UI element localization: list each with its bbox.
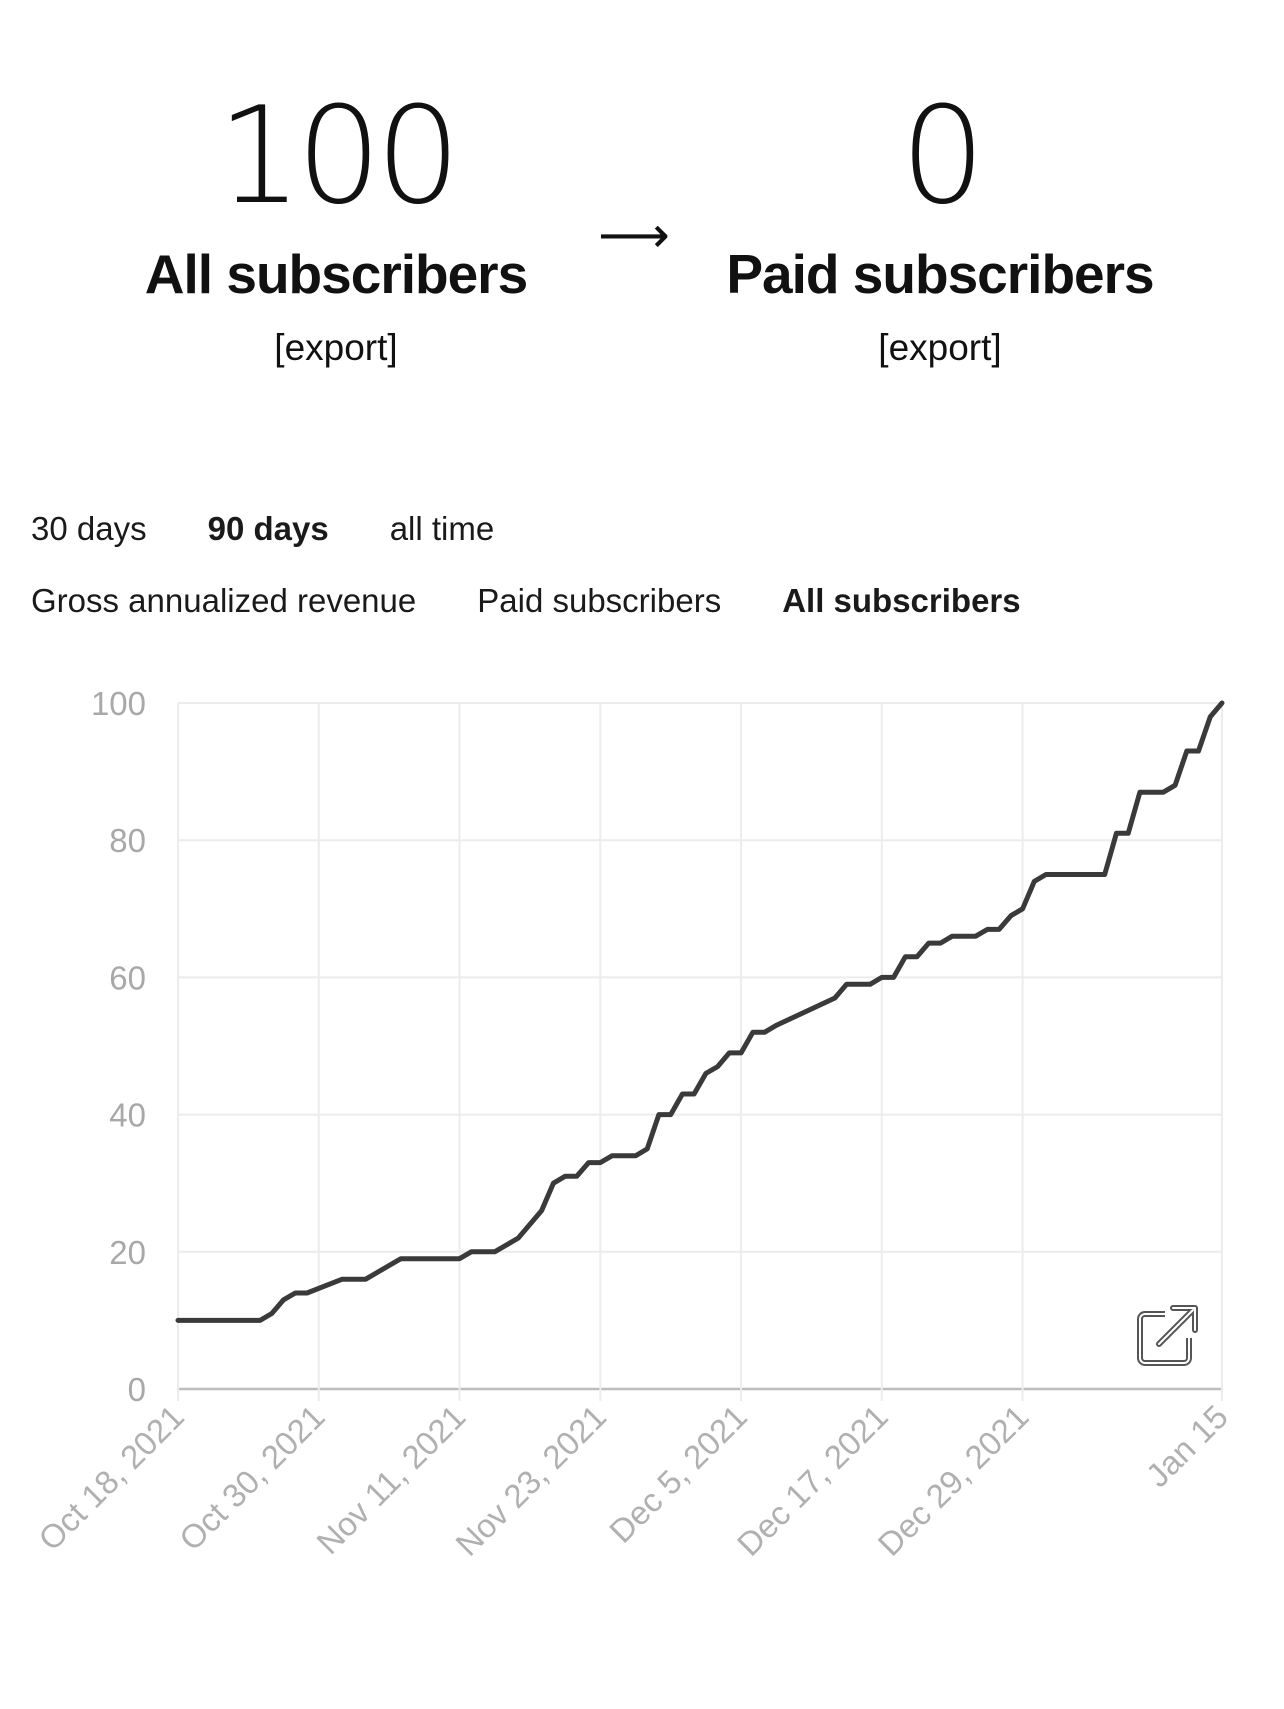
x-tick-label: Dec 29, 2021 — [871, 1398, 1036, 1563]
y-tick-label: 60 — [109, 959, 146, 996]
y-tick-label: 80 — [109, 822, 146, 859]
y-tick-label: 40 — [109, 1097, 146, 1134]
x-tick-label: Nov 23, 2021 — [448, 1398, 613, 1563]
series-line — [175, 700, 1225, 1323]
x-tick-label: Jan 15 — [1139, 1398, 1235, 1494]
all-subscribers-stat: 100 All subscribers [export] — [137, 86, 535, 370]
paid-subscribers-export-link[interactable]: [export] — [878, 327, 1002, 368]
external-link-icon[interactable] — [1135, 1302, 1201, 1368]
tab-all-subscribers[interactable]: All subscribers — [782, 582, 1021, 619]
x-tick-label: Oct 30, 2021 — [172, 1398, 332, 1558]
tab-90-days[interactable]: 90 days — [207, 510, 329, 547]
x-tick-label: Dec 5, 2021 — [602, 1398, 754, 1550]
tab-paid-subscribers[interactable]: Paid subscribers — [477, 582, 722, 619]
y-tick-label: 0 — [128, 1371, 146, 1408]
range-tabs: 30 days 90 days all time — [31, 507, 555, 551]
paid-subscribers-stat: 0 Paid subscribers [export] — [720, 86, 1160, 370]
tab-all-time[interactable]: all time — [389, 510, 495, 547]
y-tick-label: 20 — [109, 1234, 146, 1271]
x-tick-label: Dec 17, 2021 — [730, 1398, 895, 1563]
all-subscribers-count: 100 — [217, 78, 461, 234]
paid-subscribers-count: 0 — [900, 78, 985, 234]
paid-subscribers-label: Paid subscribers — [726, 243, 1154, 305]
arrow-icon: ⟶ — [598, 207, 670, 263]
metric-tabs: Gross annualized revenue Paid subscriber… — [31, 579, 1082, 623]
x-tick-label: Oct 18, 2021 — [31, 1398, 191, 1558]
all-subscribers-export-link[interactable]: [export] — [274, 327, 398, 368]
y-tick-label: 100 — [91, 685, 146, 722]
all-subscribers-label: All subscribers — [144, 243, 528, 305]
tab-gross-annualized-revenue[interactable]: Gross annualized revenue — [31, 582, 417, 619]
tab-30-days[interactable]: 30 days — [31, 510, 147, 547]
